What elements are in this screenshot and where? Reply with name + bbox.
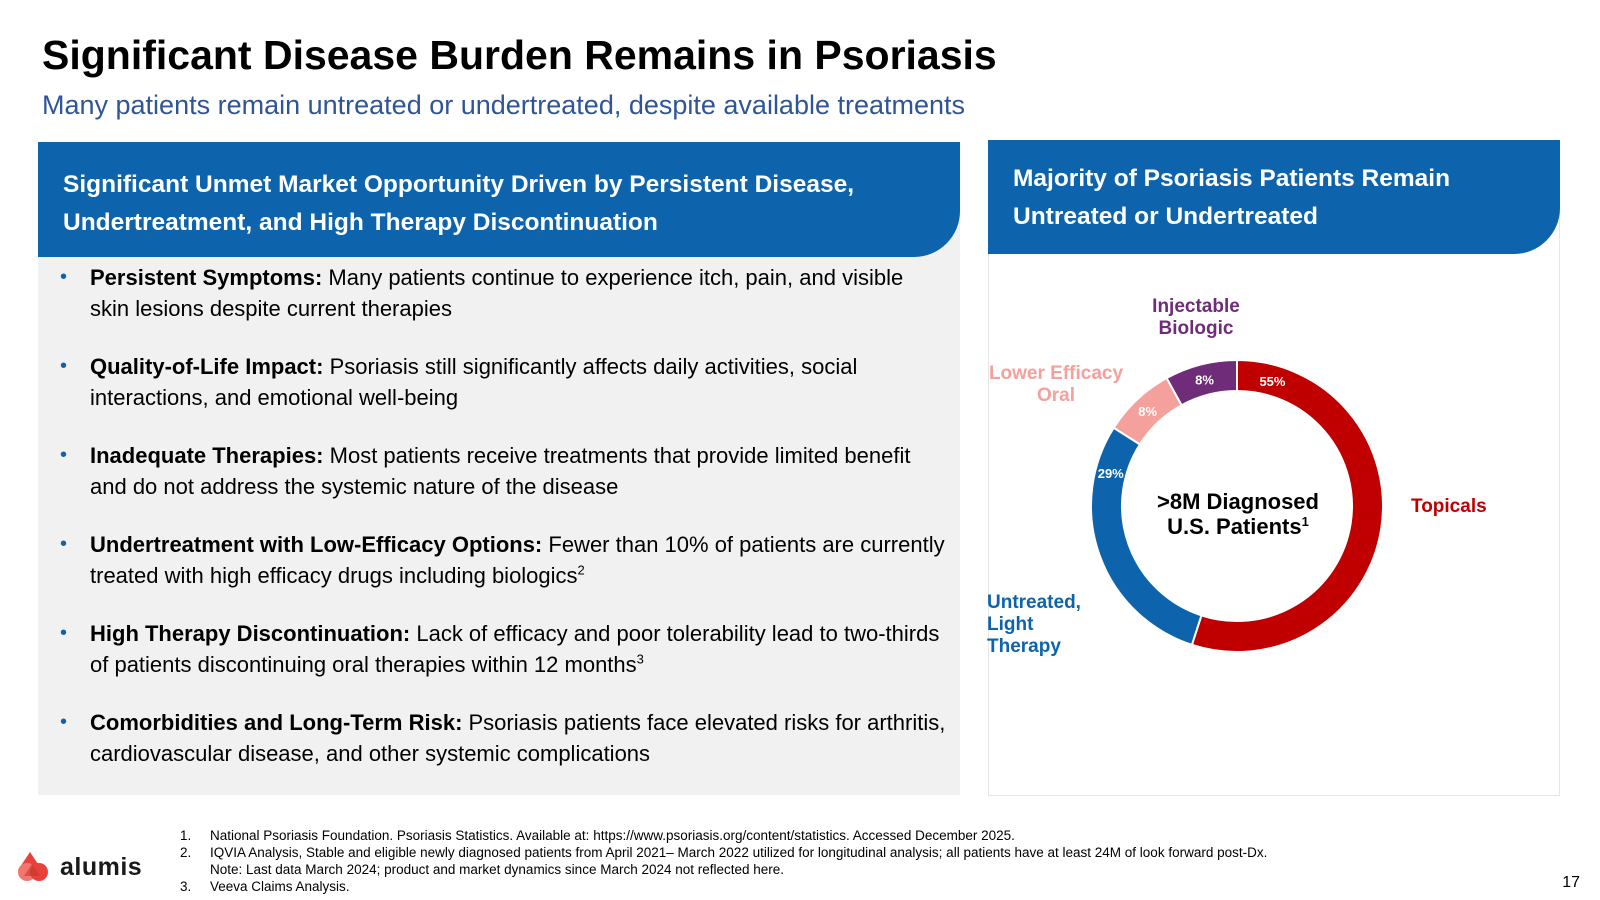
logo-text: alumis bbox=[60, 852, 143, 881]
unmet-opportunity-panel: Significant Unmet Market Opportunity Dri… bbox=[38, 142, 960, 795]
bullet-label: High Therapy Discontinuation: bbox=[90, 621, 411, 646]
header-line: Majority of Psoriasis Patients Remain bbox=[1013, 165, 1451, 192]
bullet-dot-icon: • bbox=[60, 711, 68, 733]
legend-label-topicals: Topicals bbox=[1411, 496, 1487, 517]
alumis-logo-icon bbox=[18, 852, 48, 881]
legend-label-line: Injectable bbox=[1152, 296, 1240, 317]
footnotes: 1. National Psoriasis Foundation. Psorias… bbox=[180, 827, 1267, 895]
footnote-text: IQVIA Analysis, Stable and eligible newl… bbox=[210, 845, 1268, 860]
patient-donut-chart: 55% 29% 8% 8% >8M Diagnosed U.S. Patients1 bbox=[1090, 358, 1384, 653]
footnote-text: National Psoriasis Foundation. Psoriasis… bbox=[210, 828, 1015, 843]
legend-label-line: Light bbox=[987, 614, 1034, 635]
bullet-label: Comorbidities and Long-Term Risk: bbox=[90, 710, 463, 735]
bullet-text: Psoriasis patients face elevated risks f… bbox=[90, 710, 946, 766]
page-subtitle: Many patients remain untreated or undert… bbox=[42, 90, 966, 120]
legend-label-line: Untreated, bbox=[987, 592, 1081, 613]
patient-distribution-panel: Majority of Psoriasis Patients Remain Un… bbox=[987, 140, 1560, 796]
bullet-item: • Quality-of-Life Impact: Psoriasis still… bbox=[58, 351, 948, 413]
footnote-number: 3. bbox=[180, 879, 192, 894]
bullet-dot-icon: • bbox=[60, 444, 68, 466]
bullet-dot-icon: • bbox=[60, 266, 68, 288]
donut-data-label: 8% bbox=[1195, 373, 1214, 388]
footnote-ref: 2 bbox=[577, 562, 585, 578]
footnote-ref: 1 bbox=[1302, 514, 1309, 529]
footnote-text: Note: Last data March 2024; product and … bbox=[210, 862, 785, 877]
bullet-label: Persistent Symptoms: bbox=[90, 265, 323, 290]
donut-data-label: 8% bbox=[1138, 404, 1157, 419]
bullet-text: Lack of efficacy and poor tolerability l… bbox=[90, 621, 940, 677]
footnote-ref: 3 bbox=[636, 651, 644, 667]
footnote-number: 2. bbox=[180, 845, 192, 860]
footnote-number: 1. bbox=[180, 828, 192, 843]
header-line: Significant Unmet Market Opportunity Dri… bbox=[63, 171, 854, 198]
bullet-text: Fewer than 10% of patients are currently… bbox=[90, 532, 945, 588]
donut-slice-topicals bbox=[1190, 358, 1384, 653]
footnote-text: Veeva Claims Analysis. bbox=[210, 879, 350, 894]
page-title: Significant Disease Burden Remains in Ps… bbox=[42, 32, 997, 78]
page-number: 17 bbox=[1562, 874, 1580, 891]
donut-slice-injectable-biologic bbox=[1165, 358, 1238, 407]
donut-data-label: 29% bbox=[1098, 466, 1124, 481]
donut-center-text: U.S. Patients bbox=[1167, 514, 1301, 539]
bullet-item: • Comorbidities and Long-Term Risk: Psori… bbox=[58, 707, 948, 769]
bullet-item: • High Therapy Discontinuation: Lack of e… bbox=[58, 618, 948, 680]
donut-center-label: >8M Diagnosed bbox=[1157, 489, 1319, 514]
company-logo: alumis bbox=[16, 852, 142, 882]
patient-distribution-header: Majority of Psoriasis Patients Remain Un… bbox=[988, 140, 1560, 254]
bullet-label: Quality-of-Life Impact: bbox=[90, 354, 324, 379]
footnote: 3. Veeva Claims Analysis. bbox=[180, 878, 1267, 895]
bullet-label: Undertreatment with Low-Efficacy Options… bbox=[90, 532, 543, 557]
bullet-item: • Undertreatment with Low-Efficacy Option… bbox=[58, 529, 948, 591]
bullet-item: • Inadequate Therapies: Most patients rec… bbox=[58, 440, 948, 502]
footnote-number bbox=[180, 861, 210, 878]
legend-label-line: Therapy bbox=[987, 636, 1061, 657]
footnote: 2. IQVIA Analysis, Stable and eligible ne… bbox=[180, 844, 1267, 861]
bullet-text: Most patients receive treatments that pr… bbox=[90, 443, 911, 499]
header-line: Undertreatment, and High Therapy Discont… bbox=[63, 209, 658, 236]
bullet-label: Inadequate Therapies: bbox=[90, 443, 324, 468]
header-line: Untreated or Undertreated bbox=[1013, 203, 1318, 230]
bullet-dot-icon: • bbox=[60, 622, 68, 644]
footnote: Note: Last data March 2024; product and … bbox=[180, 861, 1267, 878]
donut-center-label: U.S. Patients1 bbox=[1167, 514, 1309, 539]
footnote: 1. National Psoriasis Foundation. Psorias… bbox=[180, 827, 1267, 844]
bullet-item: • Persistent Symptoms: Many patients cont… bbox=[58, 262, 948, 324]
bullet-text: Psoriasis still significantly affects da… bbox=[90, 354, 858, 410]
bullet-text: Many patients continue to experience itc… bbox=[90, 265, 904, 321]
legend-label-line: Oral bbox=[1036, 385, 1076, 406]
legend-label-oral: Lower Efficacy Oral bbox=[976, 363, 1136, 407]
bullet-list: • Persistent Symptoms: Many patients cont… bbox=[58, 262, 948, 796]
legend-label-line: Biologic bbox=[1158, 318, 1234, 339]
unmet-opportunity-header: Significant Unmet Market Opportunity Dri… bbox=[38, 142, 960, 257]
legend-label-untreated: Untreated, Light Therapy bbox=[987, 592, 1081, 658]
donut-data-label: 55% bbox=[1259, 374, 1285, 389]
legend-label-biologic: Injectable Biologic bbox=[1146, 296, 1246, 340]
bullet-dot-icon: • bbox=[60, 533, 68, 555]
bullet-dot-icon: • bbox=[60, 355, 68, 377]
legend-label-line: Lower Efficacy bbox=[988, 363, 1124, 384]
